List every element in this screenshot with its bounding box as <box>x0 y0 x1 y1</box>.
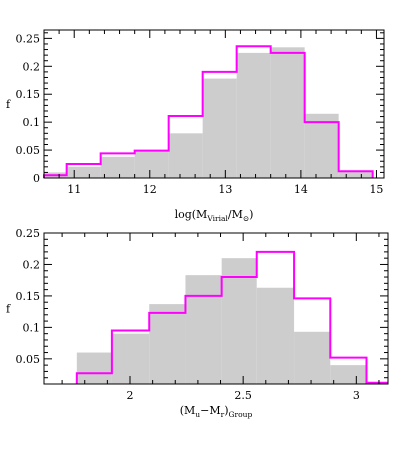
y-tick-label: 0.15 <box>16 88 41 101</box>
hist-bar-7 <box>236 52 271 178</box>
x-tick-label: 13 <box>218 183 232 196</box>
panel-1: 11 12 13 14 15 0 0.05 0.1 0.15 0.2 0.25 f log(MViria… <box>6 29 385 223</box>
x-axis-label: (Mu−Mr)Group <box>180 404 253 419</box>
y-tick-label: 0.25 <box>16 32 41 45</box>
y-tick-label: 0.15 <box>16 290 41 303</box>
x-tick-label: 11 <box>67 183 81 196</box>
hist-bar-5 <box>168 133 203 178</box>
hist-bar-4 <box>134 151 169 178</box>
x-tick-label: 2.5 <box>234 389 252 402</box>
hist-bar-8 <box>270 47 305 179</box>
y-axis-label: f <box>6 98 11 111</box>
hist-bar-7 <box>294 331 331 384</box>
y-tick-label: 0.1 <box>23 116 41 129</box>
axes-frame <box>43 29 385 179</box>
panel-2: 2 2.5 3 0.05 0.1 0.15 0.2 0.25 f (Mu−Mr)Group <box>6 227 389 419</box>
x-tick-label: 3 <box>353 389 360 402</box>
hist-bar-2 <box>111 333 150 384</box>
hist-bar-5 <box>221 258 257 384</box>
hist-bar-6 <box>256 287 295 384</box>
hist-bar-10 <box>338 171 373 178</box>
hist-bar-3 <box>149 304 186 384</box>
hist-bar-8 <box>330 365 367 384</box>
x-axis-label: log(MVirial/M⊙) <box>175 208 254 223</box>
hist-bar-6 <box>202 78 237 178</box>
y-tick-label: 0.2 <box>23 60 41 73</box>
y-tick-label: 0.25 <box>16 227 41 240</box>
x-tick-label: 14 <box>294 183 308 196</box>
hist-bar-1 <box>76 352 112 384</box>
y-tick-label: 0 <box>33 172 40 185</box>
y-tick-label: 0.05 <box>16 144 41 157</box>
y-tick-label: 0.1 <box>23 321 41 334</box>
x-tick-label: 2 <box>127 389 134 402</box>
x-tick-label: 12 <box>143 183 157 196</box>
x-tick-label: 15 <box>369 183 383 196</box>
hist-bar-2 <box>66 166 101 178</box>
y-tick-label: 0.05 <box>16 353 41 366</box>
step-line <box>75 250 388 384</box>
y-tick-label: 0.2 <box>23 258 41 271</box>
hist-bar-4 <box>185 275 222 384</box>
y-axis-label: f <box>6 303 11 316</box>
step-line <box>43 45 374 178</box>
hist-bar-9 <box>304 113 339 178</box>
hist-bar-3 <box>100 156 135 178</box>
